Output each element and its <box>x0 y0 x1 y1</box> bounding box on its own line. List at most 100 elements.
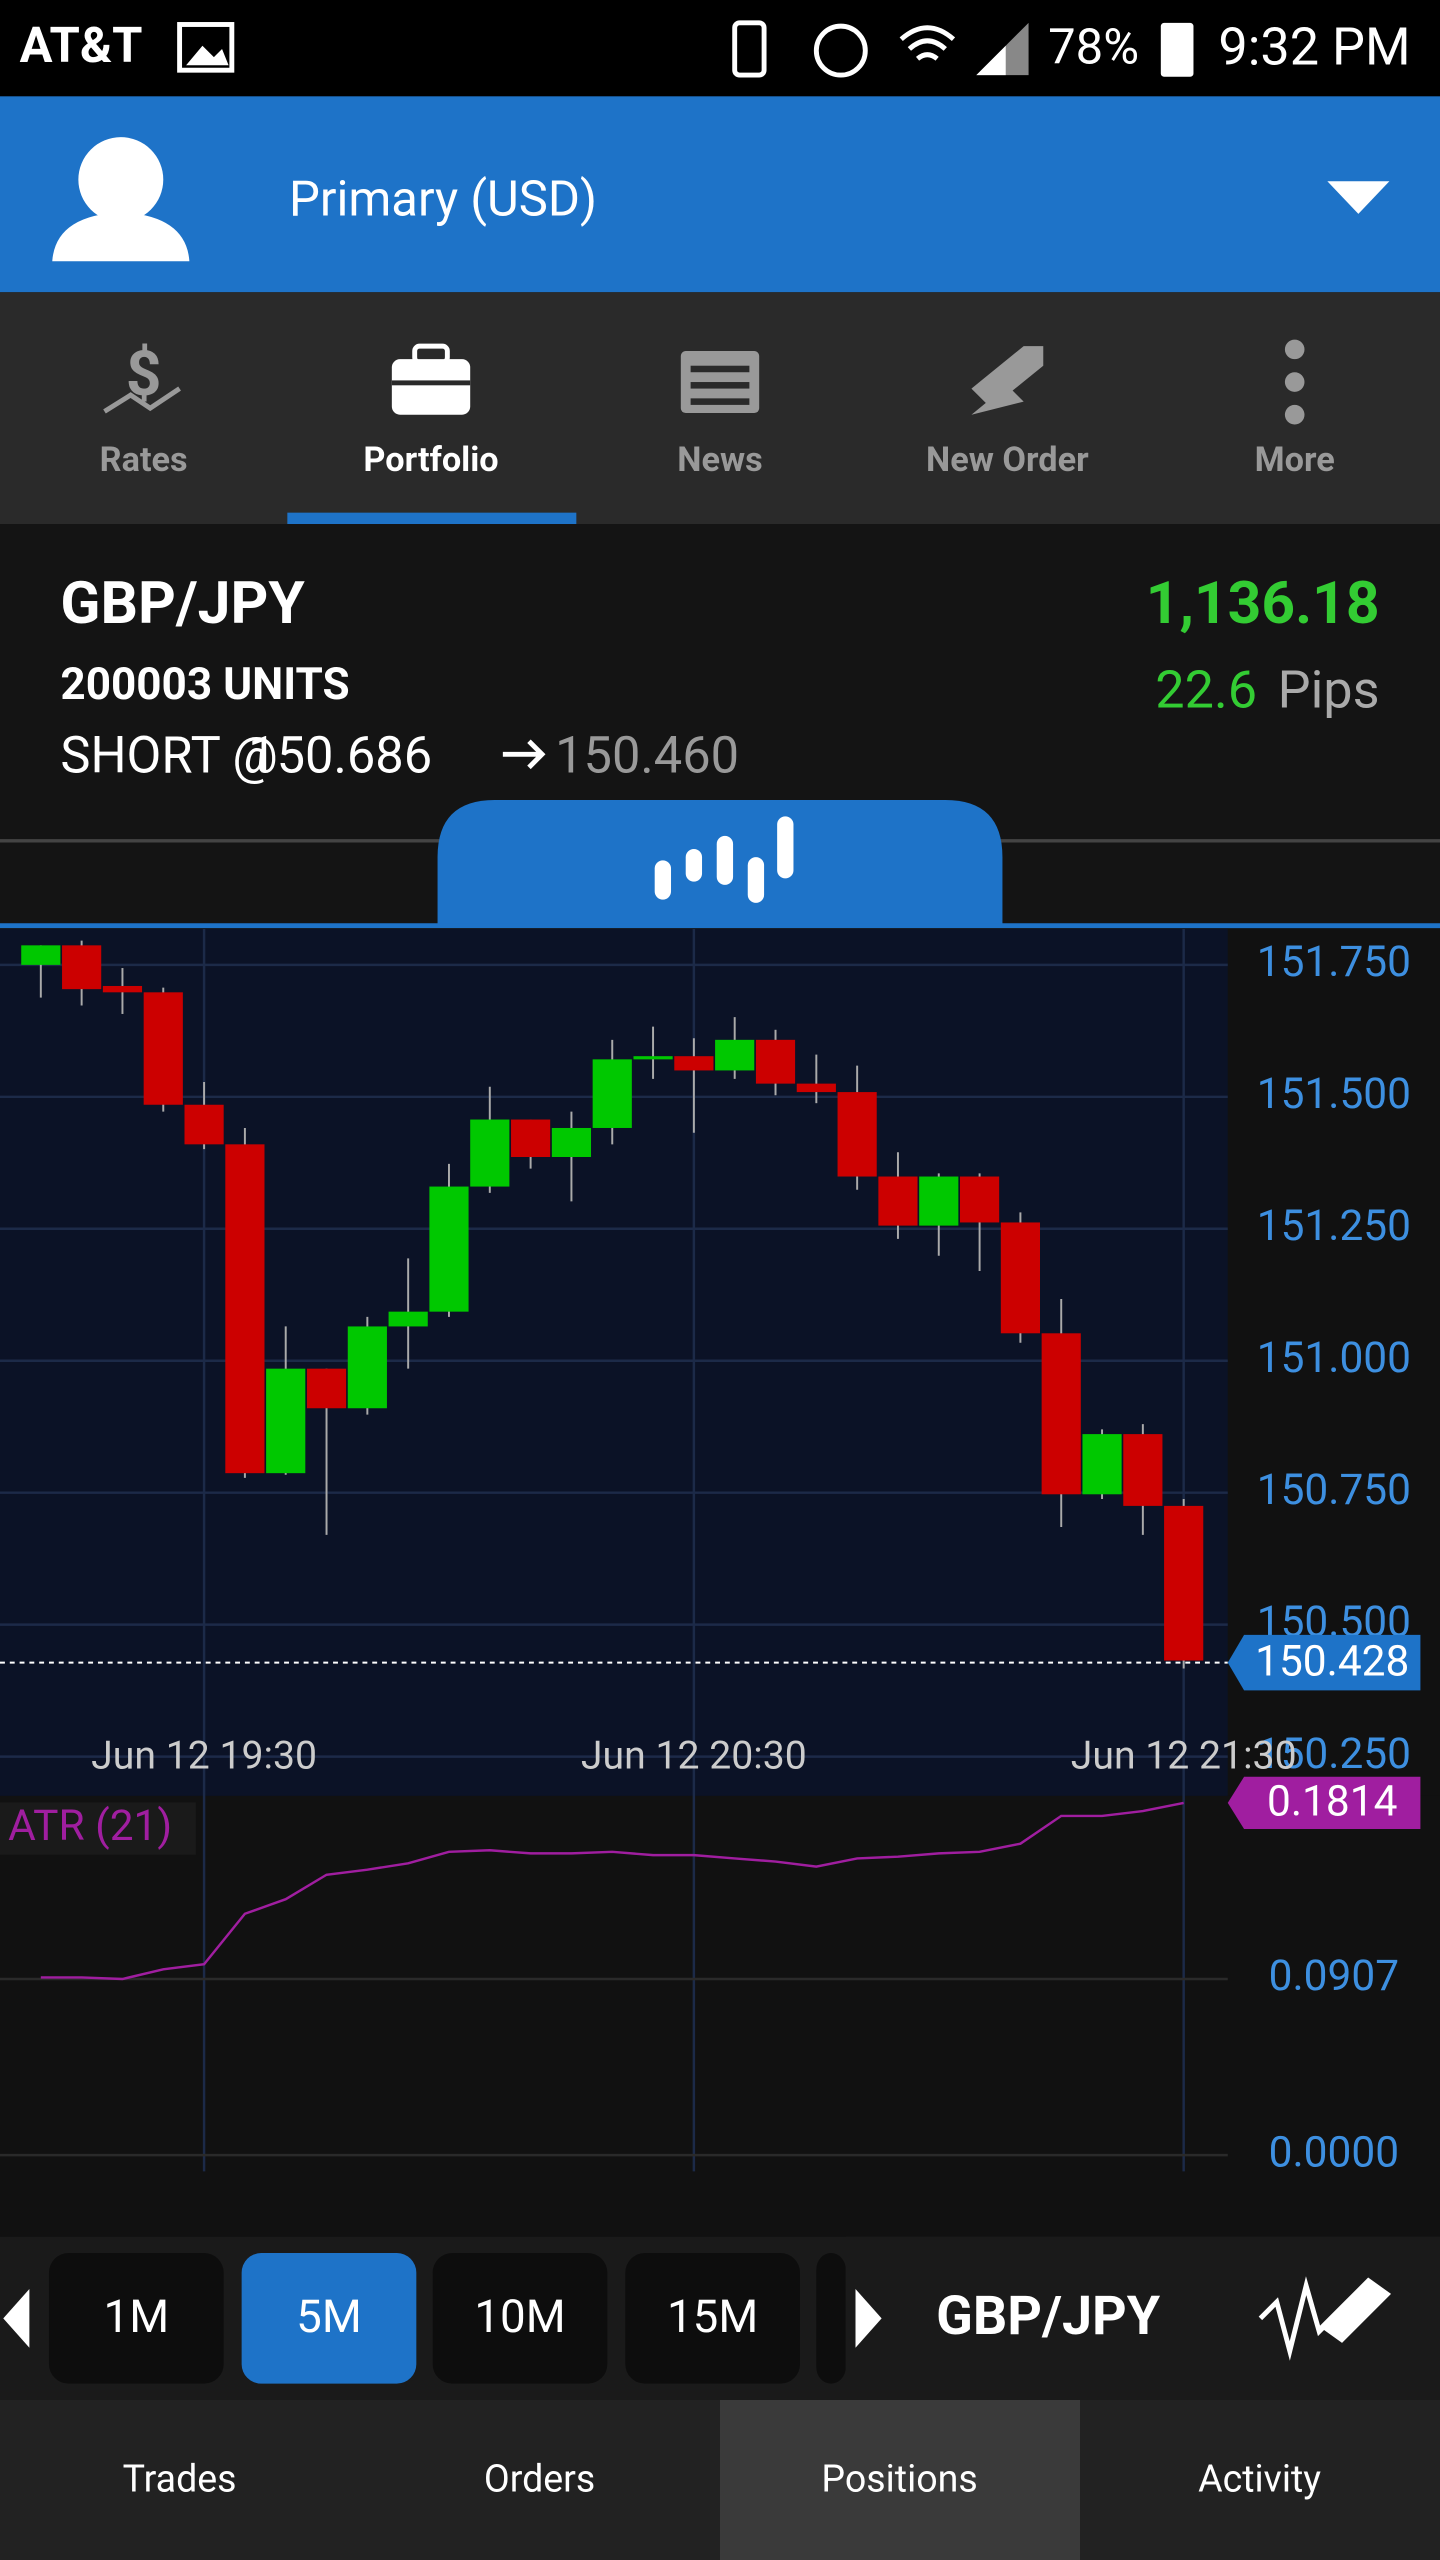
nav-item-selected[interactable] <box>720 2400 1080 2560</box>
avatar <box>52 212 190 262</box>
tab[interactable]: Portfolio <box>363 343 499 480</box>
tab-label[interactable]: News <box>677 440 762 480</box>
tab-icon <box>412 343 450 365</box>
nav-item[interactable]: Positions <box>720 2400 1080 2560</box>
last-price-label: 150.428 <box>1255 1638 1409 1687</box>
chart-icon <box>747 857 765 903</box>
indicator-label-bg <box>0 1802 196 1855</box>
last-price-tag <box>1227 1634 1421 1691</box>
nav-label[interactable]: Orders <box>484 2458 595 2502</box>
instrument[interactable]: GBP/JPY <box>936 2285 1161 2348</box>
account-header <box>0 96 1440 293</box>
scroll-left[interactable] <box>3 2288 30 2348</box>
candle-body <box>184 1104 224 1145</box>
candle-body <box>755 1039 796 1084</box>
nav-label[interactable]: Trades <box>123 2458 237 2502</box>
tab-icon <box>1284 339 1305 360</box>
y-tick-label: 151.000 <box>1257 1334 1411 1383</box>
avatar <box>78 137 164 223</box>
wifi-icon <box>899 25 956 61</box>
nav-item[interactable]: Activity <box>1198 2458 1321 2502</box>
account-name[interactable]: Primary (USD) <box>289 170 597 227</box>
units: 200003 UNITS <box>60 658 349 710</box>
candle-body <box>633 1056 673 1060</box>
tabs: $ Rates Portfolio News New Order More <box>100 338 1335 480</box>
tab-label[interactable]: New Order <box>926 440 1089 480</box>
x-tick-label: Jun 12 21:30 <box>1071 1733 1297 1779</box>
chart-icon <box>654 860 672 900</box>
timeframe-button-bg[interactable] <box>625 2253 800 2384</box>
image-icon <box>186 45 229 66</box>
current-price: 150.460 <box>555 727 739 786</box>
tab-indicator <box>287 512 577 525</box>
timeframe-label[interactable]: 5M <box>296 2291 362 2344</box>
tab[interactable]: News <box>677 351 763 480</box>
timeframe-label[interactable]: 1M <box>104 2291 170 2344</box>
candle-body <box>388 1311 428 1327</box>
candle-body <box>919 1176 959 1226</box>
charts: 150.250150.500150.750151.000151.250151.5… <box>0 928 1421 2177</box>
timeframes: 1M 5M 10M 15M <box>48 2253 800 2384</box>
tab-icon <box>971 346 1044 415</box>
timeframe-button[interactable] <box>816 2253 846 2384</box>
timeframe-button-bg[interactable] <box>48 2253 224 2384</box>
timeframe-button[interactable]: 5M <box>241 2253 417 2384</box>
tab-label[interactable]: Portfolio <box>363 440 498 480</box>
nav-item[interactable]: Trades <box>123 2458 237 2502</box>
nav-item[interactable]: Orders <box>484 2458 595 2502</box>
side: SHORT @ <box>60 727 277 786</box>
scroll-right[interactable] <box>855 2288 882 2348</box>
timeframe-label[interactable]: 15M <box>667 2291 758 2344</box>
x-tick-label: Jun 12 19:30 <box>91 1733 317 1779</box>
timeframe-label[interactable]: 10M <box>474 2291 565 2344</box>
candle-body <box>511 1119 551 1158</box>
candle-body <box>960 1176 1000 1223</box>
candle-body <box>837 1092 877 1177</box>
clock: 9:32 PM <box>1218 16 1410 77</box>
y-tick-label: 151.250 <box>1257 1202 1411 1251</box>
nav-label[interactable]: Positions <box>821 2458 977 2502</box>
account-dropdown[interactable] <box>1327 181 1390 214</box>
arrow <box>502 739 546 770</box>
timeframe-button[interactable]: 10M <box>432 2253 608 2384</box>
tab-icon <box>391 380 471 386</box>
candle-body <box>21 945 61 965</box>
chart-icon <box>777 816 794 879</box>
indicator-name: ATR (21) <box>8 1802 172 1851</box>
nav-label[interactable]: Activity <box>1198 2458 1321 2502</box>
tab-label[interactable]: More <box>1255 440 1335 480</box>
tab-label[interactable]: Rates <box>100 440 188 480</box>
y-tick-label: 150.250 <box>1257 1730 1411 1779</box>
carrier: AT&T <box>20 17 143 74</box>
candle-body <box>1041 1333 1081 1495</box>
candle-body <box>347 1326 387 1409</box>
candle-body <box>674 1056 714 1071</box>
tab[interactable]: More <box>1255 339 1335 481</box>
tab[interactable]: New Order <box>926 346 1089 480</box>
timeframe-button-bg[interactable] <box>432 2253 608 2384</box>
chart-icon <box>716 835 734 885</box>
timeframe-button[interactable]: 1M <box>48 2253 224 2384</box>
draw-tool-icon[interactable] <box>1258 2276 1338 2361</box>
candle-body <box>1123 1434 1163 1506</box>
battery-icon <box>1160 22 1194 77</box>
atr-chart-bg <box>0 1795 1440 2237</box>
candle-body <box>878 1176 918 1226</box>
profit: 1,136.18 <box>1146 569 1380 638</box>
signal-icon <box>976 45 1006 76</box>
candle-body <box>225 1144 265 1474</box>
draw-tool-icon[interactable] <box>1319 2277 1392 2343</box>
y-tick-label: 151.750 <box>1257 938 1411 987</box>
candle-body <box>306 1368 347 1409</box>
timeframe-button-bg[interactable] <box>241 2253 417 2384</box>
image-icon <box>177 22 235 73</box>
tab-icon <box>103 386 181 414</box>
candle-body <box>470 1119 510 1187</box>
candle-body <box>266 1368 306 1474</box>
candle-body <box>551 1127 592 1158</box>
y-tick-label: 151.500 <box>1257 1070 1411 1119</box>
timeframe-button[interactable]: 15M <box>625 2253 800 2384</box>
candle-body <box>715 1039 755 1071</box>
entry-price: 150.686 <box>248 727 432 786</box>
tab[interactable]: $ Rates <box>100 338 188 480</box>
